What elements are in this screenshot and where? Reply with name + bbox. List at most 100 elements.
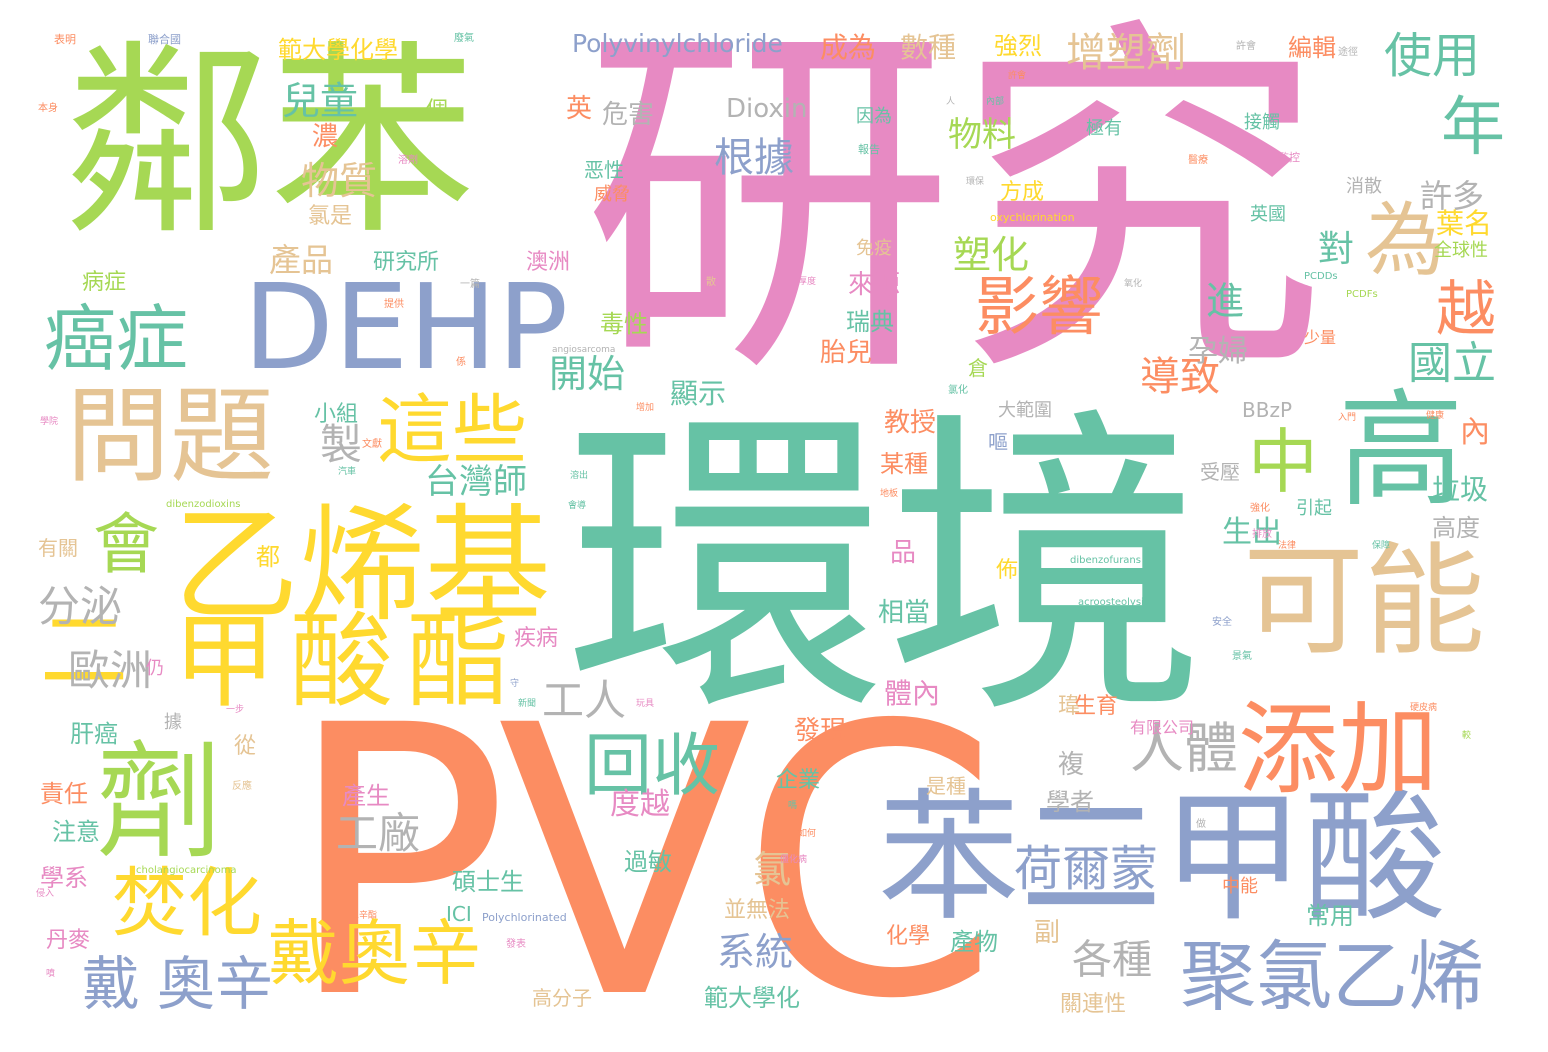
word: 開始 [549,352,626,396]
word: dibenzofurans [1070,555,1141,566]
word: 學院 [40,417,59,427]
word: 戴 [82,950,141,1018]
word: 二辛酯 [350,911,378,921]
word: 各種 [1072,937,1152,983]
word: 苯二甲酸 [878,776,1446,941]
word: 表明 [54,33,76,46]
word: 氯是 [308,204,353,229]
word: 疾病 [514,626,559,651]
word: BBzP [1242,398,1292,422]
word: 守 [510,679,520,689]
word: 甲酸酯 [173,602,524,722]
word: 溶出 [570,471,589,481]
word: PCDDs [1304,271,1338,282]
word: 較 [1462,731,1472,741]
word: 方成 [1000,180,1045,205]
word: 汽車 [338,467,357,477]
word: 荷爾蒙 [1014,841,1159,897]
word: 保障 [1372,541,1391,551]
word: 人 [946,97,956,107]
word: 胎兒 [820,338,873,368]
word: 威脅 [594,184,630,205]
word: 嘔 [988,430,1008,454]
word: 澳洲 [526,250,571,275]
word: 物質 [301,159,378,203]
word: Polyvinylchloride [572,29,783,58]
word: 少量 [1304,328,1337,347]
word: 範大學化 [704,984,800,1012]
word: 顯示 [670,377,727,410]
word: 來源 [848,270,901,300]
word: 成為 [820,31,877,64]
word: 導致 [1140,354,1220,400]
word: 可能 [1243,531,1486,672]
word: 台灣師 [425,462,527,502]
word: 報告 [858,143,880,156]
word: 本身 [38,103,58,114]
word: 許會 [1008,71,1027,81]
word: 研究 [582,0,1326,422]
word: 生育 [1074,694,1119,719]
word: acroosteolysis [1078,597,1150,608]
word: 兒童 [282,79,359,123]
word: 數種 [900,31,957,64]
word: PVC [285,647,1000,1052]
word: 垃圾 [1432,473,1489,506]
word: 產品 [269,241,334,279]
word: 高 [1338,377,1464,524]
word: 溶劑 [398,155,418,166]
word: 提供 [384,299,404,310]
word: Dioxin [726,94,808,124]
word: 並無法 [724,898,791,923]
word: 許多 [1420,177,1485,215]
word: 進 [1206,279,1245,323]
word: 因為 [856,106,892,127]
word: 會導 [568,501,587,511]
word: 一個 [404,98,449,123]
word: 癌症 [44,297,189,381]
word: 問題 [66,375,275,497]
word: 英 [566,94,593,124]
word: 佈 [996,558,1019,583]
word: 工廠 [336,809,421,858]
word: 極有 [1086,118,1122,139]
word: 噴 [46,969,56,979]
word: 發現 [794,716,847,746]
word: 中 [1248,421,1318,503]
word: 內部 [986,97,1005,107]
word: 厚度 [798,277,817,287]
word: 回收 [584,727,721,806]
word: 有限公司 [1130,718,1195,737]
word: 國立 [1408,338,1496,389]
word: 物料 [948,115,1016,155]
word: 新聞 [518,699,537,709]
word: 免疫 [856,238,892,259]
word: 地板 [880,489,899,499]
word: 會 [93,506,159,583]
word: 全球性 [1434,240,1488,261]
word: 增加 [636,403,655,413]
word: 品 [890,538,917,568]
word: 英國 [1250,204,1286,225]
word: 途徑 [1338,47,1358,58]
word: 塑化 [953,233,1030,277]
word: 奧辛 [157,950,274,1018]
word: angiosarcoma [552,345,616,355]
word: 據 [164,712,182,733]
word: 度越 [610,787,670,822]
word: 硬皮病 [1410,703,1438,713]
word: 影響 [975,271,1103,345]
word: cholangiocarcinoma [136,865,237,876]
word: 企業 [776,768,821,793]
word: 法律 [1278,541,1297,551]
word: 戴奧辛 [268,912,482,995]
word: 危害 [602,100,655,130]
word: 中能 [1222,876,1258,897]
word: 入門 [1338,413,1357,423]
word: 體內 [884,677,941,710]
word: 副 [1034,918,1061,948]
word: 病症 [82,270,127,295]
word: 劑 [96,729,222,876]
word: 景氣 [1232,651,1252,662]
word: 氯化 [948,385,968,396]
